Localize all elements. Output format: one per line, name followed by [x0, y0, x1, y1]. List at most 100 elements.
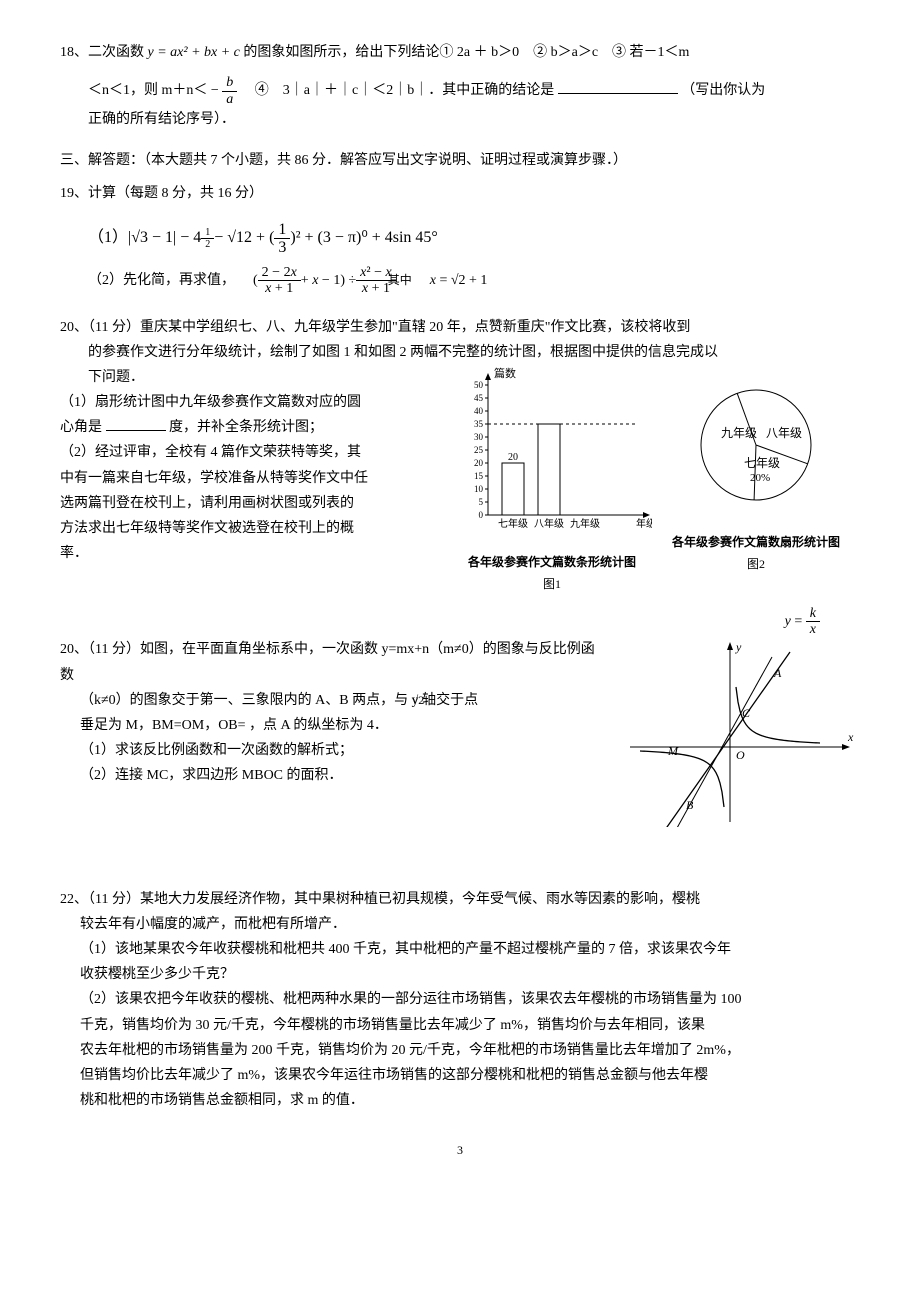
q20a-p2b: 中有一篇来自七年级，学校准备从特等奖作文中任: [60, 466, 440, 491]
q19-p2-expr: ( 2 − 2xx + 1 + x − 1) ÷ x² − xx + 1: [253, 265, 396, 297]
q22-p2b: 千克，销售均价为 30 元/千克，今年樱桃的市场销售量比去年减少了 m%，销售均…: [60, 1013, 860, 1038]
q20b-head: 20、（11 分）如图，在平面直角坐标系中，一次函数 y=mx+n（m≠0）的图…: [60, 637, 596, 687]
svg-text:O: O: [736, 748, 745, 762]
svg-text:10: 10: [474, 484, 484, 494]
q20b-l2: （k≠0）的图象交于第一、三象限内的 A、B 两点，与 y 轴交于点 √2: [60, 688, 596, 713]
question-20b: y = kx 20、（11 分）如图，在平面直角坐标系中，一次函数 y=mx+n…: [60, 614, 860, 837]
q22-p2e: 桃和枇杷的市场销售总金额相同，求 m 的值．: [60, 1088, 860, 1113]
svg-text:5: 5: [479, 497, 484, 507]
coord-graph-svg: y x O A C M B: [620, 637, 860, 827]
q22-p1a: （1）该地某果农今年收获樱桃和枇杷共 400 千克，其中枇杷的产量不超过樱桃产量…: [60, 937, 860, 962]
q18-blank[interactable]: [558, 80, 678, 94]
q20a-p1c: 度，并补全条形统计图；: [169, 420, 323, 435]
q18-neg: −: [211, 83, 219, 98]
q18-frac: b a: [222, 75, 237, 107]
q20a-p1b: 心角是: [60, 420, 102, 435]
q22-p2c: 农去年枇杷的市场销售量为 200 千克，销售均价为 20 元/千克，今年枇杷的市…: [60, 1038, 860, 1063]
svg-text:20: 20: [474, 458, 484, 468]
question-20a: 20、（11 分）重庆某中学组织七、八、九年级学生参加"直辖 20 年，点赞新重…: [60, 315, 860, 596]
svg-text:七年级: 七年级: [498, 517, 528, 530]
q20a-p2c: 选两篇刊登在校刊上，请利用画树状图或列表的: [60, 491, 440, 516]
svg-text:七年级: 七年级: [744, 456, 780, 470]
q18-frac-den: a: [222, 92, 237, 107]
question-18: 18、二次函数 y = ax² + bx + c 的图象如图所示，给出下列结论①…: [60, 40, 860, 132]
svg-text:50: 50: [474, 380, 484, 390]
q18-line2: ＜n＜1，则 m＋n＜ − b a ④ 3｜a｜＋｜c｜＜2｜b｜．其中正确的结…: [60, 75, 860, 107]
q20a-p1a: （1）扇形统计图中九年级参赛作文篇数对应的圆: [60, 390, 440, 415]
svg-text:八年级: 八年级: [766, 426, 802, 440]
pie-caption1: 各年级参赛作文篇数扇形统计图: [672, 532, 840, 554]
q18-eq: y = ax² + bx + c: [148, 45, 240, 60]
svg-text:25: 25: [474, 445, 484, 455]
q20a-l3: 下问题．: [60, 365, 440, 390]
q20a-textcol: 下问题． （1）扇形统计图中九年级参赛作文篇数对应的圆 心角是 度，并补全条形统…: [60, 365, 440, 567]
q18-l2-mid: ④ 3｜a｜＋｜c｜＜2｜b｜．其中正确的结论是: [241, 83, 554, 98]
question-22: 22、（11 分）某地大力发展经济作物，其中果树种植已初具规模，今年受气候、雨水…: [60, 887, 860, 1114]
q19-part1: （1） |√3 − 1| − 4 12 − √12 + ( 13 )² + (3…: [60, 221, 860, 257]
svg-text:15: 15: [474, 471, 484, 481]
q19-p2-label: （2）先化简，再求值，: [88, 268, 235, 293]
bar-caption2: 图1: [452, 574, 652, 596]
page-number: 3: [457, 1140, 463, 1162]
q19-head: 19、计算（每题 8 分，共 16 分）: [60, 181, 860, 206]
q20b-rhs-eq: y = kx: [785, 606, 820, 638]
q20a-head: 20、（11 分）重庆某中学组织七、八、九年级学生参加"直辖 20 年，点赞新重…: [60, 315, 860, 340]
bar-chart: 篇数0510152025303540455020七年级八年级九年级年级 各年级参…: [452, 365, 652, 596]
pie-caption2: 图2: [672, 554, 840, 576]
q22-p2a: （2）该果农把今年收获的樱桃、枇杷两种水果的一部分运往市场销售，该果农去年樱桃的…: [60, 987, 860, 1012]
svg-text:40: 40: [474, 406, 484, 416]
q20b-sqrt2: √2: [412, 693, 425, 707]
svg-text:九年级: 九年级: [570, 517, 600, 530]
q20b-p1: （1）求该反比例函数和一次函数的解析式；: [60, 738, 596, 763]
q20a-blank-angle[interactable]: [106, 417, 166, 431]
q20b-l3: 垂足为 M，BM=OM，OB= ，点 A 的纵坐标为 4．: [60, 713, 596, 738]
q19-p1-label: （1）: [88, 224, 128, 253]
q20a-charts: 篇数0510152025303540455020七年级八年级九年级年级 各年级参…: [452, 365, 860, 596]
q22-p1b: 收获樱桃至少多少千克？: [60, 962, 860, 987]
svg-text:0: 0: [479, 510, 484, 520]
q20a-p2a: （2）经过评审，全校有 4 篇作文荣获特等奖，其: [60, 440, 440, 465]
pie-chart-svg: 九年级八年级七年级 20%: [676, 365, 836, 525]
section-3-header: 三、解答题：（本大题共 7 个小题，共 86 分．解答应写出文字说明、证明过程或…: [60, 148, 860, 173]
svg-text:30: 30: [474, 432, 484, 442]
q20b-graph: y x O A C M B: [620, 637, 860, 836]
q20b-l3b: ，点 A 的纵坐标为 4．: [249, 718, 388, 733]
q19-p2-x: x = √2 + 1: [430, 268, 488, 293]
bar-caption1: 各年级参赛作文篇数条形统计图: [452, 552, 652, 574]
q18-prefix: 18、二次函数: [60, 45, 144, 60]
q22-p2d: 但销售均价比去年减少了 m%，该果农今年运往市场销售的这部分樱桃和枇杷的销售总金…: [60, 1063, 860, 1088]
q20a-p1-line: 心角是 度，并补全条形统计图；: [60, 415, 440, 440]
q19-p2-tail: 其中: [388, 270, 412, 292]
q20b-textcol: 20、（11 分）如图，在平面直角坐标系中，一次函数 y=mx+n（m≠0）的图…: [60, 637, 596, 836]
pie-chart: 九年级八年级七年级 20% 各年级参赛作文篇数扇形统计图 图2: [672, 365, 840, 576]
svg-text:20%: 20%: [750, 472, 770, 484]
svg-text:九年级: 九年级: [721, 426, 757, 440]
q22-l2: 较去年有小幅度的减产，而枇杷有所增产．: [60, 912, 860, 937]
svg-text:B: B: [686, 798, 694, 812]
svg-text:35: 35: [474, 419, 484, 429]
svg-text:M: M: [667, 744, 679, 758]
svg-text:20: 20: [508, 452, 518, 463]
q19-part2: （2）先化简，再求值， ( 2 − 2xx + 1 + x − 1) ÷ x² …: [60, 265, 860, 297]
q18-tail: （写出你认为: [681, 83, 765, 98]
q18-l2-pre: ＜n＜1，则 m＋n＜: [88, 83, 207, 98]
q20a-p2d: 方法求出七年级特等奖作文被选登在校刊上的概: [60, 516, 440, 541]
bar-chart-svg: 篇数0510152025303540455020七年级八年级九年级年级: [452, 365, 652, 545]
q19-p1-expr: |√3 − 1| − 4 12 − √12 + ( 13 )² + (3 − π…: [128, 221, 438, 257]
q18-line3: 正确的所有结论序号）．: [60, 107, 860, 132]
svg-text:八年级: 八年级: [534, 517, 564, 530]
q20a-l2: 的参赛作文进行分年级统计，绘制了如图 1 和如图 2 两幅不完整的统计图，根据图…: [60, 340, 860, 365]
q20b-p2: （2）连接 MC，求四边形 MBOC 的面积．: [60, 763, 596, 788]
q18-mid: 的图象如图所示，给出下列结论① 2a ＋ b＞0 ② b＞a＞c ③ 若－1＜m: [243, 45, 689, 60]
svg-text:y: y: [735, 640, 742, 654]
q22-head: 22、（11 分）某地大力发展经济作物，其中果树种植已初具规模，今年受气候、雨水…: [60, 887, 860, 912]
q20a-p2e: 率．: [60, 541, 440, 566]
q18-frac-num: b: [222, 75, 237, 91]
svg-text:篇数: 篇数: [494, 366, 516, 380]
question-19: 19、计算（每题 8 分，共 16 分） （1） |√3 − 1| − 4 12…: [60, 181, 860, 296]
svg-text:45: 45: [474, 393, 484, 403]
svg-text:x: x: [847, 730, 854, 744]
svg-text:A: A: [773, 666, 782, 680]
svg-text:C: C: [742, 706, 751, 720]
q20b-l3a: 垂足为 M，BM=OM，OB=: [80, 718, 246, 733]
